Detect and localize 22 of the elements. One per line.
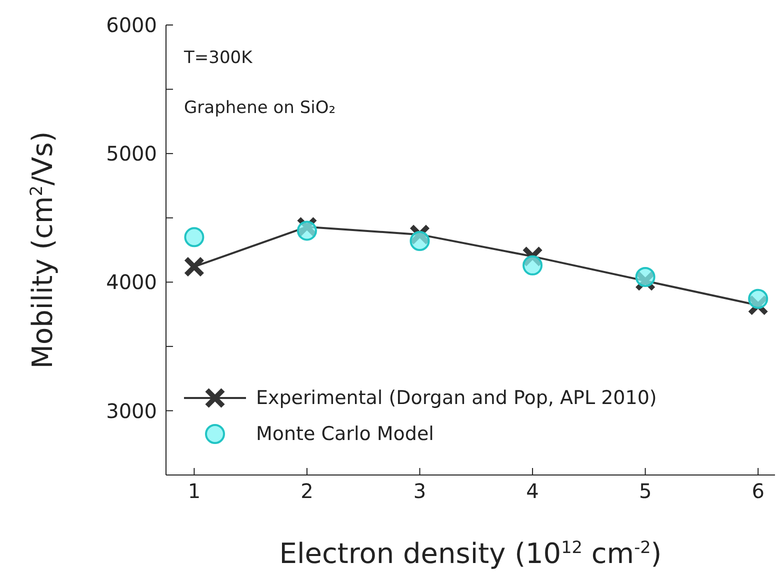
point — [184, 256, 205, 278]
y-tick-label: 3000 — [106, 398, 157, 423]
annotation: Graphene on SiO₂ — [184, 98, 336, 118]
point — [635, 267, 656, 287]
x-tick-label: 2 — [300, 479, 314, 504]
x-tick-label: 6 — [752, 479, 764, 504]
legend-label: Monte Carlo Model — [256, 423, 434, 445]
point — [410, 231, 430, 251]
x-tick-label: 3 — [413, 479, 426, 504]
x-axis-title: Electron density (10$^{12}$ cm$^{-2}$) — [279, 537, 662, 570]
x-tick-label: 4 — [526, 479, 539, 504]
x-tick-label: 1 — [188, 479, 201, 504]
point — [296, 220, 317, 241]
point — [748, 288, 768, 309]
point — [184, 227, 204, 248]
y-tick-label: 4000 — [106, 270, 157, 294]
annotation: T=300K — [184, 48, 252, 68]
y-tick-label: 5000 — [106, 142, 157, 166]
y-tick-label: 6000 — [106, 13, 157, 38]
legend-label: Experimental (Dorgan and Pop, APL 2010) — [256, 387, 657, 409]
x-tick-label: 5 — [638, 479, 652, 504]
point — [522, 255, 543, 276]
